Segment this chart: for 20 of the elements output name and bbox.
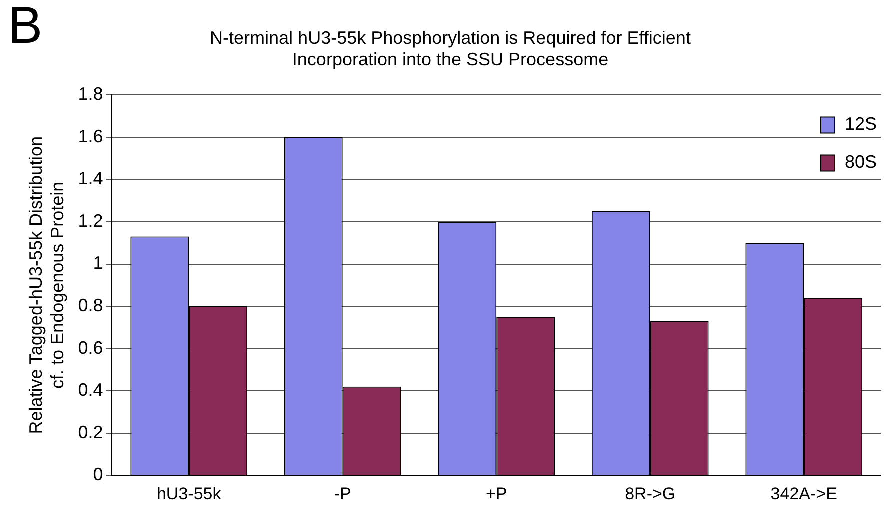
- y-tick-label: 1.8: [78, 84, 104, 104]
- y-tick-label: 1.6: [78, 126, 104, 146]
- y-tick-label: 0.4: [78, 380, 104, 400]
- x-tick-label: +P: [486, 484, 508, 504]
- legend-label: 12S: [845, 114, 878, 134]
- x-tick-label: -P: [334, 484, 352, 504]
- y-tick-label: 0: [93, 464, 104, 485]
- y-tick-label: 0.8: [78, 296, 104, 316]
- y-tick-label: 0.2: [78, 422, 104, 442]
- x-tick-label: 342A->E: [770, 484, 838, 504]
- legend-label: 80S: [845, 152, 878, 172]
- y-tick-label: 0.6: [78, 338, 104, 358]
- text: B: [8, 0, 43, 56]
- y-tick-label: 1.4: [78, 168, 104, 189]
- chart-title: N-terminal hU3-55k Phosphorylation is Required for Efficient Incorporation into the SSU Processome: [210, 28, 691, 70]
- y-tick-label: 1.2: [78, 210, 104, 231]
- y-axis-title: Relative Tagged-hU3-55k Distribution cf. to Endogenous Protein: [26, 136, 68, 434]
- x-tick-label: 8R->G: [625, 484, 676, 504]
- x-tick-label: hU3-55k: [156, 484, 222, 504]
- y-tick-label: 1: [93, 253, 104, 274]
